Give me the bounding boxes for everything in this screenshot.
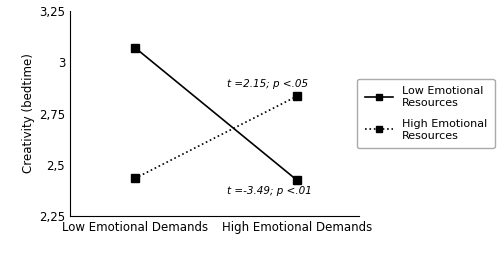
Text: t =-3.49; p <.01: t =-3.49; p <.01 xyxy=(226,186,312,196)
Text: t =2.15; p <.05: t =2.15; p <.05 xyxy=(226,79,308,89)
Legend: Low Emotional
Resources, High Emotional
Resources: Low Emotional Resources, High Emotional … xyxy=(357,79,494,148)
Y-axis label: Creativity (bedtime): Creativity (bedtime) xyxy=(22,54,35,173)
